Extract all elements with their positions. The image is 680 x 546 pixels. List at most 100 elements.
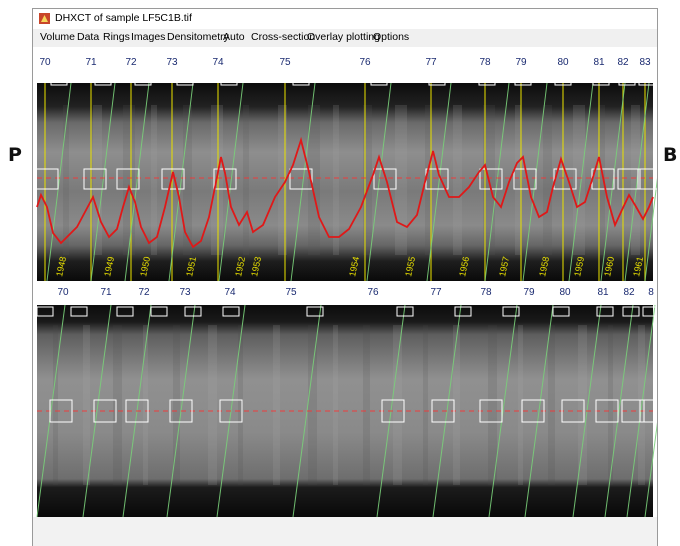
wood-grain-band xyxy=(363,325,370,485)
sample-box-upper xyxy=(150,306,168,317)
wood-grain-band xyxy=(395,105,407,255)
top-ring-label: 70 xyxy=(39,57,51,68)
bottom-ring-label: 71 xyxy=(100,287,112,298)
year-label: 1961 xyxy=(631,256,645,278)
sample-box-upper xyxy=(36,306,54,317)
ring-line-slanted xyxy=(46,82,72,282)
side-label-left: P xyxy=(8,144,22,166)
sample-box-lower xyxy=(595,399,619,423)
menu-auto[interactable]: Auto xyxy=(223,31,245,43)
bottom-ring-label: 81 xyxy=(597,287,609,298)
year-label: 1948 xyxy=(54,256,68,278)
top-ring-label: 75 xyxy=(279,57,291,68)
wood-grain-band xyxy=(631,105,640,255)
wood-grain-band xyxy=(488,325,497,485)
wood-grain-band xyxy=(308,105,320,255)
sample-box-upper xyxy=(502,306,520,317)
ring-line-slanted xyxy=(366,82,392,282)
wood-grain-band xyxy=(308,325,317,485)
sample-box-lower xyxy=(169,399,193,423)
top-ring-label: 71 xyxy=(85,57,97,68)
top-ring-label: 80 xyxy=(557,57,569,68)
wood-grain-band xyxy=(573,105,585,255)
ring-line-slanted xyxy=(568,82,594,282)
sample-box-upper xyxy=(50,75,68,86)
top-ring-label: 81 xyxy=(593,57,605,68)
top-wood-image xyxy=(37,83,653,281)
wood-grain-band xyxy=(599,105,605,255)
sample-box-lower xyxy=(639,399,657,423)
year-label: 1950 xyxy=(138,256,152,278)
top-ring-label: 82 xyxy=(617,57,629,68)
sample-box-lower xyxy=(621,399,645,423)
menu-densitometry[interactable]: Densitometry xyxy=(167,31,229,43)
top-ring-label: 83 xyxy=(639,57,651,68)
menu-rings[interactable]: Rings xyxy=(103,31,130,43)
menu-images[interactable]: Images xyxy=(131,31,166,43)
wood-grain-band xyxy=(423,325,428,485)
sample-box-lower xyxy=(431,399,455,423)
sample-box-upper xyxy=(642,306,657,317)
menu-volume[interactable]: Volume xyxy=(40,31,76,43)
sample-box-upper xyxy=(116,306,134,317)
figure-area: 70 71 72 73 74 75 76 77 78 79 80 81 82 83 1948 1949 1950… xyxy=(33,47,657,546)
sample-box-lower xyxy=(161,168,185,190)
sample-box-upper xyxy=(184,306,202,317)
year-label: 1956 xyxy=(457,256,471,278)
wood-grain-band xyxy=(453,325,460,485)
wood-grain-band xyxy=(208,325,217,485)
sample-box-upper xyxy=(454,306,472,317)
wood-grain-band xyxy=(278,105,287,255)
sample-box-upper xyxy=(514,75,532,86)
ring-line-slanted xyxy=(168,82,194,282)
side-label-right: B xyxy=(663,144,678,166)
sample-box-lower xyxy=(637,168,657,190)
app-icon xyxy=(39,13,50,24)
panel-separator xyxy=(33,281,657,295)
ring-line-slanted xyxy=(604,304,634,518)
wood-grain-band xyxy=(183,105,192,255)
window-title: DHXCT of sample LF5C1B.tif xyxy=(55,12,192,24)
sample-box-upper xyxy=(622,306,640,317)
densitometry-figure: 70 71 72 73 74 75 76 77 78 79 80 81 82 83 1948 1949 1950… xyxy=(33,57,657,546)
sample-box-upper xyxy=(222,306,240,317)
sample-box-upper xyxy=(618,75,636,86)
ring-line-slanted xyxy=(524,304,554,518)
wood-grain-band xyxy=(518,325,523,485)
year-label: 1957 xyxy=(497,256,511,278)
figure-bottom-margin xyxy=(33,517,657,546)
ring-line-slanted xyxy=(426,82,452,282)
wood-grain-band xyxy=(123,105,135,255)
ring-line-slanted xyxy=(522,82,548,282)
wood-grain-band xyxy=(515,105,521,255)
sample-box-lower xyxy=(617,168,641,190)
year-label: 1958 xyxy=(537,256,551,278)
ring-line-slanted xyxy=(124,82,150,282)
menu-cross-section[interactable]: Cross-section xyxy=(251,31,316,43)
wood-grain-band xyxy=(333,325,338,485)
sample-box-lower xyxy=(479,399,503,423)
sample-box-lower xyxy=(125,399,149,423)
title-bar[interactable]: DHXCT of sample LF5C1B.tif xyxy=(33,9,657,29)
sample-box-lower xyxy=(93,399,117,423)
menu-data[interactable]: Data xyxy=(77,31,100,43)
bottom-ring-label: 72 xyxy=(138,287,150,298)
ring-line-slanted xyxy=(484,82,510,282)
sample-box-lower xyxy=(35,168,59,190)
ring-line-slanted xyxy=(90,82,116,282)
wood-grain-band xyxy=(363,105,372,255)
ring-line-slanted xyxy=(624,82,650,282)
menu-overlay-plotting[interactable]: Overlay plotting xyxy=(307,31,380,43)
bottom-ring-label: 82 xyxy=(623,287,635,298)
wood-grain-band xyxy=(173,325,180,485)
bottom-ring-label: 77 xyxy=(430,287,442,298)
menu-options[interactable]: Options xyxy=(373,31,410,43)
year-label: 1960 xyxy=(602,256,616,278)
ring-line-slanted xyxy=(644,177,657,282)
ring-line-slanted xyxy=(600,82,626,282)
wood-grain-band xyxy=(63,105,69,255)
sample-box-upper xyxy=(592,75,610,86)
bottom-ring-label: 70 xyxy=(57,287,69,298)
wood-grain-band xyxy=(273,325,280,485)
year-label: 1952 xyxy=(233,256,247,278)
